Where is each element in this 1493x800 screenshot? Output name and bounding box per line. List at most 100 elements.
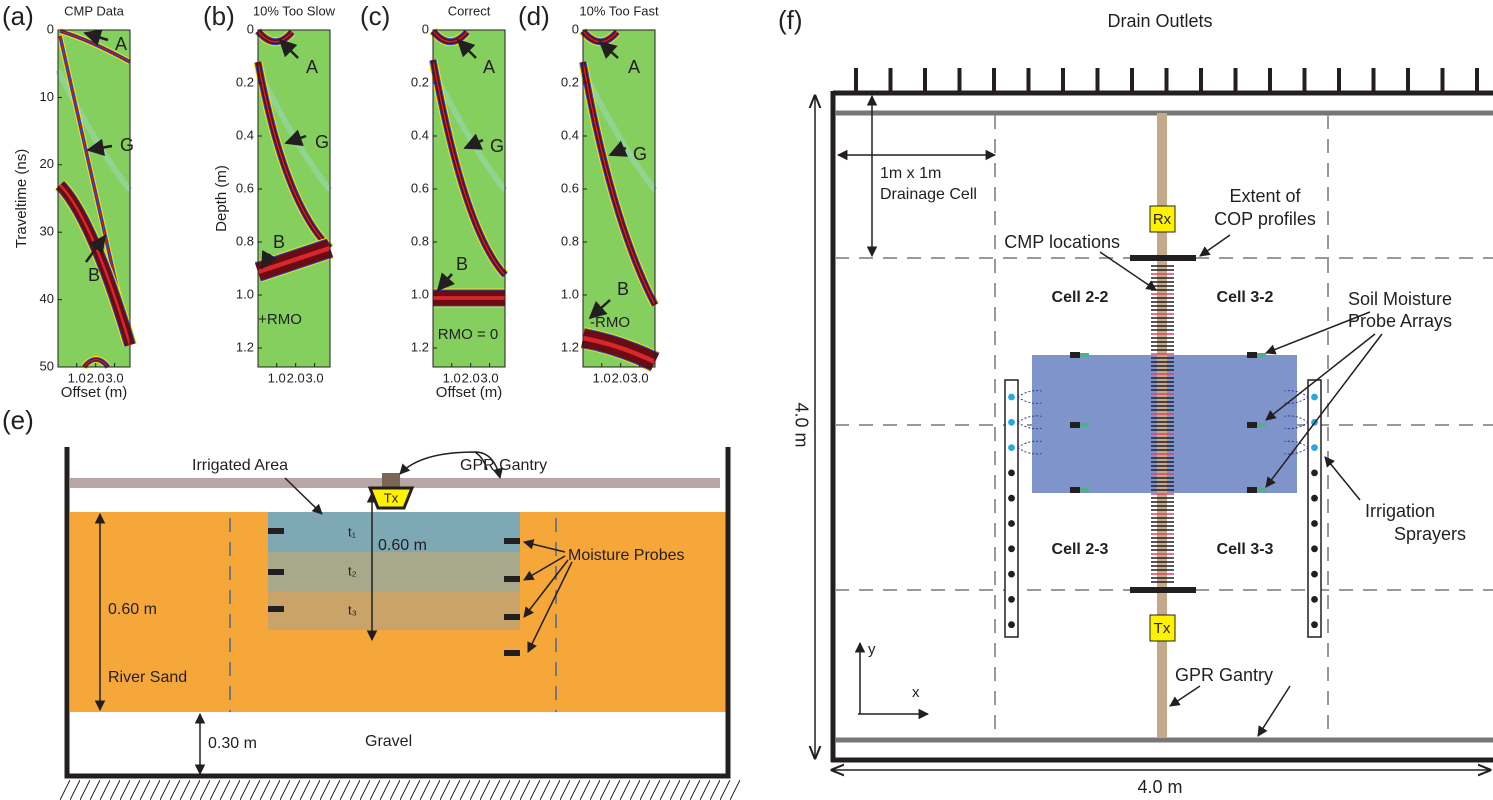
annotation-arrow <box>260 249 278 270</box>
spray-pattern <box>1017 440 1042 455</box>
y-tick-label: 0.4 <box>561 127 579 142</box>
cell-size-label: 1m x 1m <box>880 165 941 182</box>
sprayer <box>1311 393 1318 401</box>
cell-size-label: Drainage Cell <box>880 186 977 203</box>
gantry-label: GPR Gantry <box>1175 665 1273 685</box>
x-tick-label: 1.0 <box>68 370 86 385</box>
spray-pattern <box>1284 415 1309 430</box>
sprayer <box>1311 444 1318 451</box>
probe-arrays <box>1070 352 1266 493</box>
annotation: -RMO <box>590 314 630 331</box>
probe <box>504 576 520 582</box>
reflection-core <box>432 30 468 43</box>
panel-f: (f) Drain Outlets Rx Tx 1m x 1m Drainage… <box>778 5 1493 797</box>
sand-depth-label: 0.60 m <box>108 601 157 618</box>
cmp-locations <box>1151 265 1174 583</box>
probe-sensor <box>1257 423 1266 427</box>
arrow <box>522 539 566 553</box>
arrow <box>1265 333 1383 488</box>
cell-label: Cell 2-3 <box>1052 541 1109 558</box>
panel-label: (f) <box>778 5 803 35</box>
river-sand-label: River Sand <box>108 669 187 686</box>
tank-wall <box>64 447 731 779</box>
probe-sensor <box>1257 488 1266 492</box>
cop-extent-bar <box>1130 255 1196 261</box>
reflection-core <box>582 335 656 365</box>
y-tick-label: 1.2 <box>236 339 254 354</box>
y-tick-label: 0.2 <box>236 74 254 89</box>
probe <box>504 538 520 544</box>
cell-label: Cell 2-2 <box>1052 289 1109 306</box>
reflection-core <box>257 61 331 249</box>
tx-label: Tx <box>1154 620 1171 637</box>
probe <box>1070 352 1080 358</box>
annotation: G <box>633 144 647 164</box>
x-tick-label: 2.0 <box>287 370 305 385</box>
annotation-arrow <box>278 38 299 59</box>
annotation-arrow <box>284 129 307 147</box>
arrow <box>1199 234 1231 257</box>
annotation: RMO = 0 <box>438 326 498 343</box>
layer-label: t₁ <box>348 524 357 539</box>
sprayer <box>1008 596 1015 603</box>
sprayer <box>1311 494 1318 502</box>
cell-label: Cell 3-2 <box>1217 289 1274 306</box>
reflection-core <box>83 359 109 368</box>
panel-title: CMP Data <box>64 3 124 18</box>
probe <box>1247 422 1257 428</box>
annotation: G <box>120 135 134 155</box>
sprayers-label: Irrigation <box>1365 501 1435 521</box>
y-tick-label: 0.2 <box>411 74 429 89</box>
annotation-arrow <box>588 299 611 320</box>
arrow <box>1257 685 1291 737</box>
rx-label: Rx <box>1153 211 1172 228</box>
probe <box>268 569 284 575</box>
sprayer <box>1008 520 1015 527</box>
panel-title: 10% Too Slow <box>253 3 336 18</box>
probe <box>268 606 284 612</box>
y-tick-label: 40 <box>40 291 54 306</box>
annotation: A <box>115 34 127 54</box>
annotation-arrow <box>83 29 109 46</box>
y-tick-label: 0.6 <box>236 180 254 195</box>
annotation-arrow <box>86 138 113 157</box>
axis-label: x <box>912 684 920 701</box>
probe-sensor <box>1080 488 1089 492</box>
annotation: B <box>88 265 100 285</box>
y-tick-label: 50 <box>40 358 54 373</box>
sprayers <box>1004 379 1322 638</box>
y-tick-label: 1.0 <box>561 286 579 301</box>
cop-extent-label: COP profiles <box>1214 209 1316 229</box>
y-axis-label: Depth (m) <box>213 165 230 232</box>
layer-t1 <box>268 512 520 552</box>
layer-t2 <box>268 552 520 591</box>
x-tick-label: 1.0 <box>268 370 286 385</box>
depth-label: 0.60 m <box>378 537 427 554</box>
annotation-arrow <box>598 40 619 60</box>
annotation: B <box>273 232 285 252</box>
annotation: +RMO <box>258 311 302 328</box>
annotation: A <box>483 57 495 77</box>
panel-e: (e) Tx t₁ t₂ t₃ 0.60 m Irrigated Area GP… <box>2 405 740 800</box>
sprayer <box>1008 545 1015 553</box>
sprayer <box>1311 469 1318 477</box>
arrow <box>1265 333 1376 421</box>
y-tick-label: 1.2 <box>561 339 579 354</box>
x-tick-label: 3.0 <box>306 370 324 385</box>
sprayers-label: Sprayers <box>1394 524 1466 544</box>
annotation-arrow <box>608 140 628 157</box>
sprayer <box>1008 444 1015 451</box>
probe-sensor <box>1257 353 1266 357</box>
width-label: 4.0 m <box>1137 777 1182 797</box>
probe <box>504 614 520 620</box>
x-tick-label: 1.0 <box>443 370 461 385</box>
y-tick-label: 0.8 <box>561 233 579 248</box>
annotation: A <box>628 57 640 77</box>
cell-label: Cell 3-3 <box>1217 541 1274 558</box>
sprayer <box>1008 469 1015 477</box>
sprayer <box>1311 570 1318 578</box>
x-tick-label: 3.0 <box>631 370 649 385</box>
y-tick-label: 30 <box>40 224 54 239</box>
annotation: B <box>456 254 468 274</box>
